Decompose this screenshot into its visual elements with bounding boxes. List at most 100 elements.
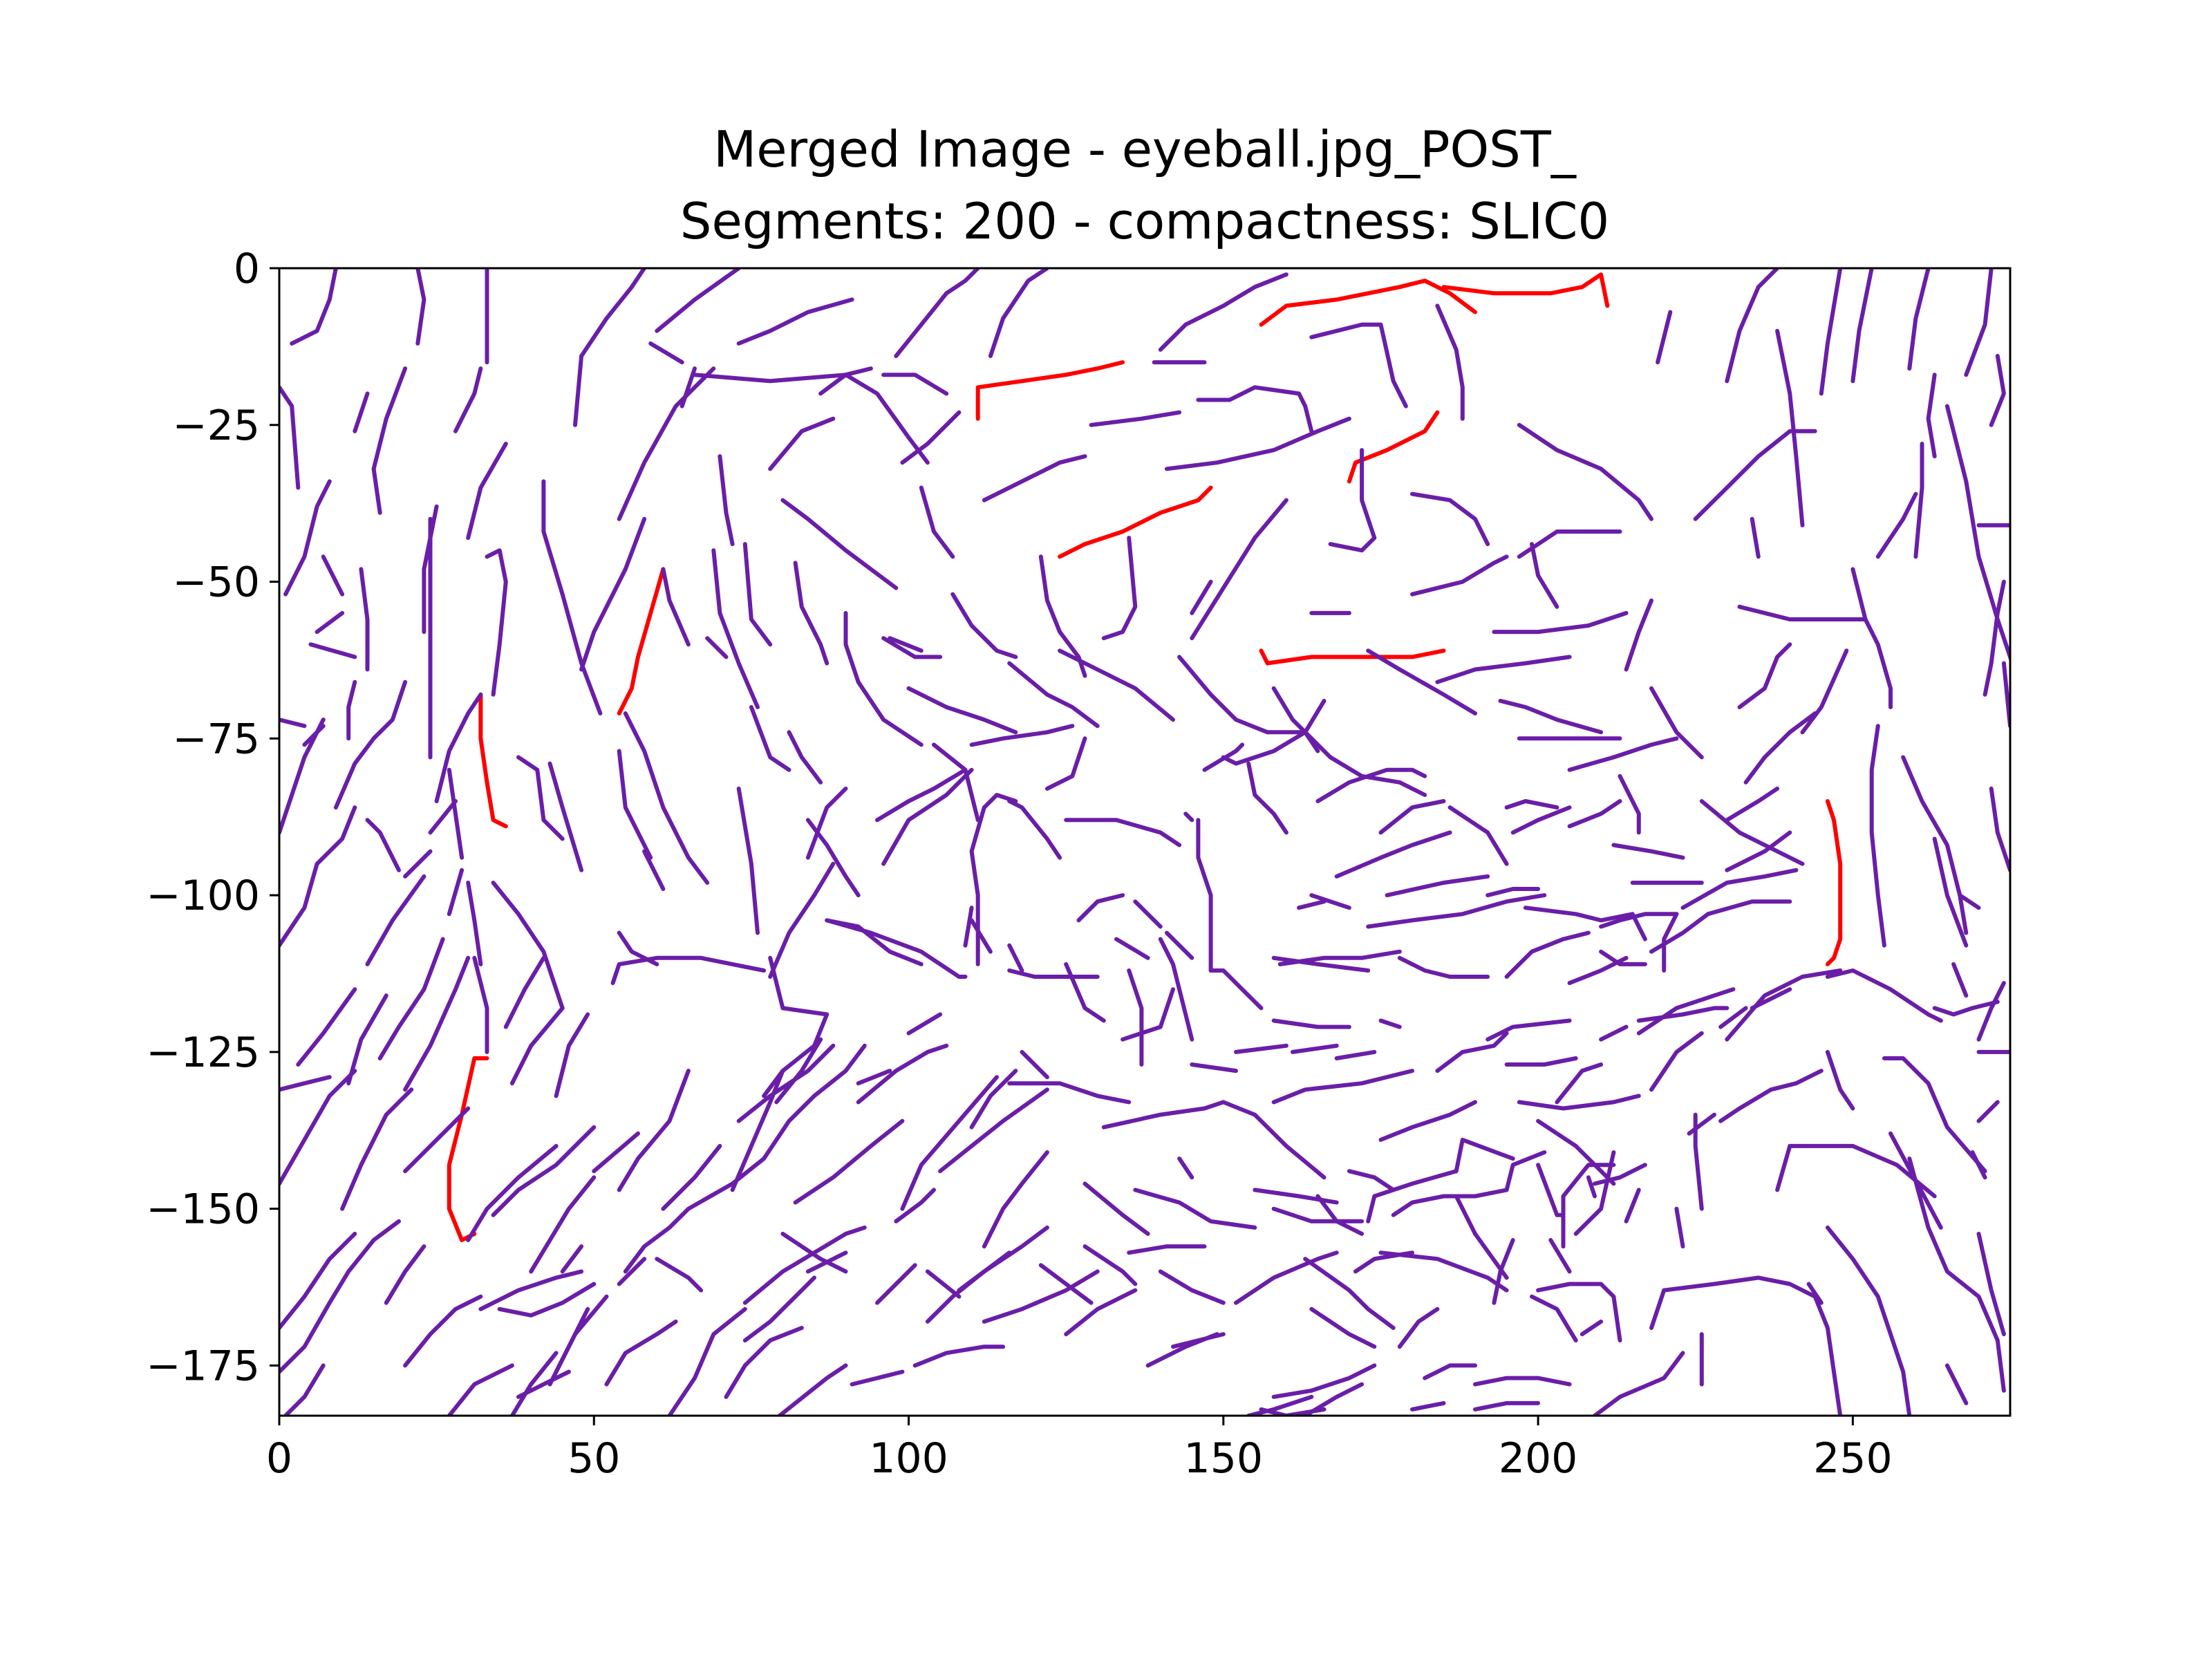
boundary-segment-2-132 bbox=[1800, 648, 1849, 735]
series-2 bbox=[279, 268, 2010, 1416]
boundary-segment-2-90 bbox=[749, 705, 791, 772]
boundary-segment-2-315 bbox=[1423, 1363, 1477, 1380]
boundary-segment-2-319 bbox=[1593, 1351, 1685, 1416]
boundary-segment-2-244 bbox=[850, 1369, 905, 1387]
boundary-segment-2-294 bbox=[768, 861, 836, 979]
boundary-segment-2-262 bbox=[655, 1257, 704, 1293]
boundary-segment-2-293 bbox=[617, 930, 659, 966]
boundary-segment-2-167 bbox=[1567, 955, 1629, 986]
boundary-segment-2-192 bbox=[1517, 1094, 1641, 1111]
boundary-segment-2-89 bbox=[736, 786, 760, 935]
boundary-segment-2-328 bbox=[1907, 1156, 2006, 1393]
boundary-segment-2-128 bbox=[1517, 529, 1622, 559]
boundary-segment-2-22 bbox=[371, 366, 408, 515]
y-tick-label: −175 bbox=[146, 1342, 260, 1390]
boundary-segment-2-227 bbox=[1127, 1244, 1207, 1255]
boundary-segment-2-275 bbox=[491, 1125, 597, 1217]
boundary-segment-2-231 bbox=[1303, 1257, 1396, 1330]
boundary-segment-2-320 bbox=[1580, 1319, 1604, 1337]
boundary-segment-2-175 bbox=[1234, 1043, 1288, 1054]
boundary-segment-2-21 bbox=[353, 391, 370, 433]
boundary-segment-2-242 bbox=[875, 1263, 917, 1305]
boundary-segment-2-114 bbox=[1246, 761, 1288, 835]
boundary-segment-2-53 bbox=[711, 548, 760, 709]
boundary-segment-2-204 bbox=[1970, 1150, 1987, 1180]
boundary-segment-2-44 bbox=[818, 373, 930, 465]
boundary-segment-2-345 bbox=[315, 610, 345, 635]
boundary-segment-2-201 bbox=[1882, 1056, 1987, 1174]
boundary-segment-2-116 bbox=[1196, 818, 1213, 973]
boundary-segment-2-107 bbox=[1044, 736, 1087, 791]
boundary-segment-2-147 bbox=[1510, 805, 1572, 835]
boundary-segment-2-163 bbox=[1705, 899, 1792, 917]
boundary-segment-2-270 bbox=[661, 1143, 722, 1211]
boundary-segment-2-301 bbox=[1020, 1049, 1049, 1080]
boundary-segment-2-283 bbox=[377, 937, 445, 1060]
boundary-segment-2-39 bbox=[693, 366, 873, 384]
boundary-segment-2-267 bbox=[686, 1043, 867, 1211]
y-tick-label: −25 bbox=[172, 402, 260, 450]
boundary-segment-2-71 bbox=[1737, 604, 1868, 621]
boundary-segment-2-157 bbox=[1271, 955, 1371, 973]
boundary-segment-2-78 bbox=[1926, 373, 1937, 459]
boundary-segment-2-87 bbox=[623, 711, 710, 885]
boundary-segment-2-304 bbox=[982, 1250, 1012, 1274]
boundary-segment-2-66 bbox=[1410, 491, 1490, 547]
boundary-segment-2-226 bbox=[1082, 1181, 1150, 1236]
boundary-segment-2-142 bbox=[1725, 830, 1792, 872]
boundary-segment-2-195 bbox=[1636, 987, 1736, 1035]
boundary-segment-2-348 bbox=[403, 849, 433, 879]
boundary-segment-1-5 bbox=[1058, 485, 1213, 559]
boundary-segment-2-185 bbox=[1007, 943, 1024, 973]
boundary-segment-2-49 bbox=[1196, 385, 1314, 433]
boundary-segment-2-205 bbox=[1718, 1069, 1824, 1123]
boundary-segment-2-125 bbox=[1567, 736, 1679, 772]
boundary-segment-2-100 bbox=[875, 767, 968, 823]
boundary-segment-2-215 bbox=[1271, 1206, 1365, 1224]
boundary-segment-2-83 bbox=[447, 767, 465, 860]
y-axis: 0 −25 −50 −75 −100 −125 −150 −175 bbox=[146, 245, 279, 1390]
boundary-segment-2-37 bbox=[579, 516, 647, 672]
plot-area bbox=[279, 268, 2010, 1416]
boundary-segment-2-130 bbox=[1743, 711, 1817, 785]
boundary-segment-2-196 bbox=[1725, 968, 1843, 1042]
boundary-segment-2-129 bbox=[1737, 642, 1792, 709]
boundary-segment-2-24 bbox=[283, 479, 332, 597]
boundary-segment-2-88 bbox=[642, 849, 666, 891]
boundary-segment-2-77 bbox=[1944, 404, 2010, 664]
boundary-segment-2-75 bbox=[1913, 442, 1924, 559]
boundary-segment-2-13 bbox=[1435, 303, 1465, 421]
boundary-segment-2-289 bbox=[509, 1006, 565, 1086]
boundary-segment-2-67 bbox=[1530, 542, 1559, 609]
boundary-segment-1-9 bbox=[1825, 799, 1843, 966]
boundary-segment-2-302 bbox=[938, 1087, 1049, 1174]
boundary-segment-2-256 bbox=[279, 1231, 357, 1330]
boundary-segment-2-177 bbox=[1121, 987, 1175, 1042]
boundary-segment-2-331 bbox=[1573, 1150, 1616, 1236]
boundary-segment-2-137 bbox=[1983, 579, 2006, 697]
boundary-segment-2-310 bbox=[1246, 1394, 1314, 1416]
boundary-segment-2-332 bbox=[1586, 1175, 1597, 1199]
boundary-segment-2-106 bbox=[1007, 799, 1062, 860]
x-tick-label: 50 bbox=[568, 1434, 620, 1483]
boundary-segment-2-350 bbox=[447, 868, 465, 917]
boundary-segment-2-300 bbox=[969, 1069, 1018, 1130]
boundary-segment-2-259 bbox=[478, 1269, 584, 1311]
boundary-segment-2-317 bbox=[1473, 1376, 1572, 1387]
boundary-segment-2-2 bbox=[415, 268, 427, 346]
boundary-segment-2-255 bbox=[346, 1219, 401, 1274]
boundary-segment-2-265 bbox=[780, 1231, 848, 1274]
boundary-segment-2-258 bbox=[283, 1363, 326, 1416]
boundary-segment-2-240 bbox=[912, 1344, 1006, 1368]
boundary-segment-2-241 bbox=[925, 1269, 962, 1299]
boundary-segment-2-225 bbox=[1133, 1188, 1257, 1230]
boundary-segment-2-271 bbox=[617, 1069, 691, 1192]
boundary-segment-2-97 bbox=[1007, 661, 1100, 729]
boundary-segment-2-229 bbox=[1158, 1269, 1226, 1305]
boundary-segment-2-197 bbox=[1825, 968, 1943, 1023]
boundary-segment-2-189 bbox=[1435, 1031, 1509, 1074]
boundary-segment-2-118 bbox=[1328, 755, 1365, 778]
boundary-segment-2-338 bbox=[1624, 1188, 1641, 1224]
boundary-segment-2-299 bbox=[900, 1075, 999, 1211]
